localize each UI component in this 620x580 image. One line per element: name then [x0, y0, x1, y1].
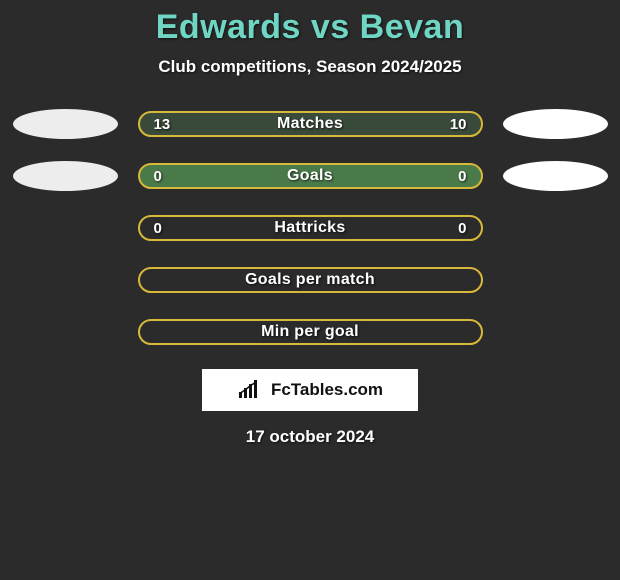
spacer — [13, 265, 118, 295]
subtitle: Club competitions, Season 2024/2025 — [0, 57, 620, 77]
stat-label: Matches — [140, 115, 481, 133]
stat-right-value: 0 — [458, 220, 466, 237]
stat-pill: 13 Matches 10 — [138, 111, 483, 137]
stat-row-hattricks: 0 Hattricks 0 — [0, 213, 620, 243]
stat-row-goals-per-match: Goals per match — [0, 265, 620, 295]
stat-pill: Goals per match — [138, 267, 483, 293]
stat-pill: 0 Hattricks 0 — [138, 215, 483, 241]
stat-pill: Min per goal — [138, 319, 483, 345]
stat-label: Goals — [140, 167, 481, 185]
player-left-marker — [13, 161, 118, 191]
stat-label: Hattricks — [140, 219, 481, 237]
player-right-marker — [503, 161, 608, 191]
spacer — [13, 213, 118, 243]
stat-left-value: 0 — [154, 220, 162, 237]
stat-left-value: 0 — [154, 168, 162, 185]
spacer — [503, 213, 608, 243]
stat-right-value: 10 — [450, 116, 467, 133]
stat-label: Goals per match — [140, 271, 481, 289]
fctables-logo: FcTables.com — [202, 369, 418, 411]
stat-row-min-per-goal: Min per goal — [0, 317, 620, 347]
logo-text: FcTables.com — [271, 380, 383, 400]
spacer — [503, 265, 608, 295]
stat-row-matches: 13 Matches 10 — [0, 109, 620, 139]
spacer — [503, 317, 608, 347]
snapshot-date: 17 october 2024 — [0, 427, 620, 447]
player-left-marker — [13, 109, 118, 139]
bar-chart-icon — [237, 380, 265, 400]
player-right-marker — [503, 109, 608, 139]
stat-rows: 13 Matches 10 0 Goals 0 0 Hattricks 0 — [0, 109, 620, 347]
stat-left-value: 13 — [154, 116, 171, 133]
stat-right-value: 0 — [458, 168, 466, 185]
spacer — [13, 317, 118, 347]
stat-label: Min per goal — [140, 323, 481, 341]
stat-row-goals: 0 Goals 0 — [0, 161, 620, 191]
stat-pill: 0 Goals 0 — [138, 163, 483, 189]
page-title: Edwards vs Bevan — [0, 8, 620, 47]
